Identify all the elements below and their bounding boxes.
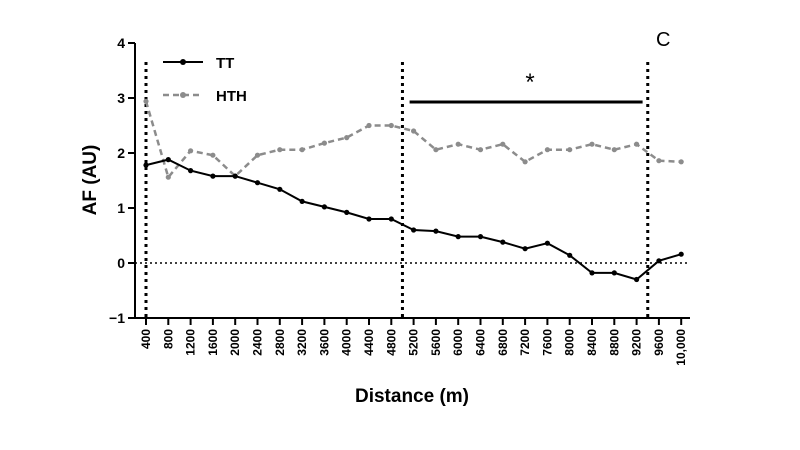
data-point-tt [277,186,283,192]
data-point-hth [567,147,573,153]
data-point-tt [455,234,461,240]
data-point-tt [567,252,573,258]
x-tick-label: 6800 [496,329,510,356]
data-point-hth [455,141,461,147]
data-point-hth [411,128,417,134]
data-point-hth [210,152,216,158]
data-point-tt [344,209,350,215]
data-point-tt [254,180,261,186]
data-point-hth [522,159,528,165]
x-axis-title: Distance (m) [355,386,469,407]
data-point-hth [254,152,261,158]
data-point-tt [433,228,439,234]
y-tick-label: 4 [117,35,125,51]
x-tick-label: 5200 [407,329,421,356]
legend-marker-hth [180,92,186,98]
data-point-hth [634,141,640,147]
data-point-hth [299,147,305,153]
data-point-tt [500,239,506,245]
data-point-tt [611,270,617,276]
x-tick-label: 9600 [652,329,666,356]
x-tick-label: 4800 [384,329,398,356]
panel-label: C [656,29,670,51]
x-tick-label: 800 [161,329,175,349]
significance-asterisk: * [525,69,534,96]
data-point-tt [522,246,528,252]
legend: TT HTH [163,55,247,105]
x-tick-label: 10,000 [674,329,688,366]
significance-annotation: * [409,69,643,104]
data-point-tt [188,168,194,174]
data-point-hth [611,147,617,153]
x-tick-label: 2000 [228,329,242,356]
data-point-hth [500,141,506,147]
x-tick-label: 8000 [563,329,577,356]
x-tick-label: 8800 [607,329,621,356]
data-point-tt [299,198,305,204]
data-point-hth [477,147,484,153]
x-tick-label: 2400 [251,329,265,356]
data-point-hth [656,158,662,164]
data-point-tt [656,258,662,264]
y-tick-label: 0 [117,255,125,271]
data-point-tt [210,173,216,179]
data-point-tt [143,162,149,168]
data-point-tt [678,251,684,257]
data-point-tt [634,276,640,283]
legend-marker-tt [180,59,186,65]
data-point-tt [321,204,327,210]
data-point-hth [143,98,149,104]
x-tick-label: 4400 [362,329,376,356]
y-tick-label: 3 [117,90,125,106]
legend-label-hth: HTH [216,88,247,105]
y-axis-title: AF (AU) [80,145,101,216]
x-tick-label: 7600 [540,329,554,356]
data-point-hth [344,135,350,141]
data-point-tt [388,216,394,222]
legend-label-tt: TT [216,55,234,72]
data-point-tt [232,173,238,179]
x-tick-label: 5600 [429,329,443,356]
x-tick-label: 2800 [273,329,287,356]
data-point-hth [678,159,684,165]
x-tick-label: 9200 [630,329,644,356]
x-tick-label: 8400 [585,329,599,356]
x-tick-label: 1200 [184,329,198,356]
data-point-hth [366,122,372,129]
data-point-hth [165,174,171,180]
data-point-tt [165,157,171,163]
series-layer [143,98,684,283]
data-point-tt [477,234,484,240]
series-line-tt [145,158,682,281]
x-tick-label: 7200 [518,329,532,356]
x-tick-label: 6400 [474,329,488,356]
y-tick-label: −1 [109,310,125,326]
x-tick-label: 4000 [340,329,354,356]
y-tick-label: 1 [117,200,125,216]
data-point-hth [188,148,194,154]
data-point-hth [589,141,595,147]
x-tick-label: 3200 [295,329,309,356]
x-tick-label: 400 [139,329,153,349]
data-point-tt [589,270,595,276]
series-line-hth [144,100,682,180]
x-tick-label: 3600 [317,329,331,356]
data-point-hth [277,147,283,153]
data-point-hth [544,147,551,153]
data-point-tt [544,240,551,246]
data-point-hth [388,122,394,129]
data-point-hth [433,147,439,153]
x-tick-label: 1600 [206,329,220,356]
data-point-hth [321,140,327,146]
x-tick-label: 6000 [451,329,465,356]
data-point-tt [411,227,417,233]
data-point-tt [366,216,372,222]
y-tick-label: 2 [117,145,125,161]
